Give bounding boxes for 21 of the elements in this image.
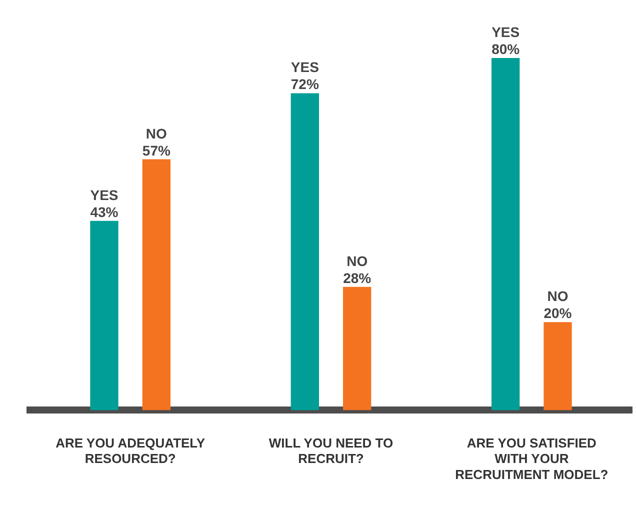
text: NO: [346, 252, 368, 269]
data-label: 80%: [492, 41, 520, 57]
x-tick-label: WILL YOU NEED TO RECRUIT?: [268, 436, 394, 466]
x-tick-label: ARE YOU ADEQUATELY RESOURCED?: [56, 436, 206, 466]
data-label: 28%: [343, 270, 372, 286]
bar: [343, 286, 372, 410]
series-label: YES: [90, 186, 118, 203]
x-tick-label: ARE YOU SATISFIED WITH YOUR RECRUITMENT MODEL?: [455, 436, 608, 482]
bar: [544, 322, 572, 410]
bar: [290, 93, 319, 410]
text: YES: [492, 24, 520, 40]
data-label: 43%: [90, 204, 119, 220]
bar: [491, 58, 520, 410]
text: NO: [547, 288, 568, 304]
bar: [90, 220, 118, 410]
data-label: 72%: [290, 76, 320, 92]
data-label: 20%: [544, 305, 572, 322]
bar: [142, 159, 171, 410]
series-label: NO: [146, 125, 168, 142]
text: YES: [290, 59, 319, 76]
data-label: 57%: [142, 142, 171, 158]
